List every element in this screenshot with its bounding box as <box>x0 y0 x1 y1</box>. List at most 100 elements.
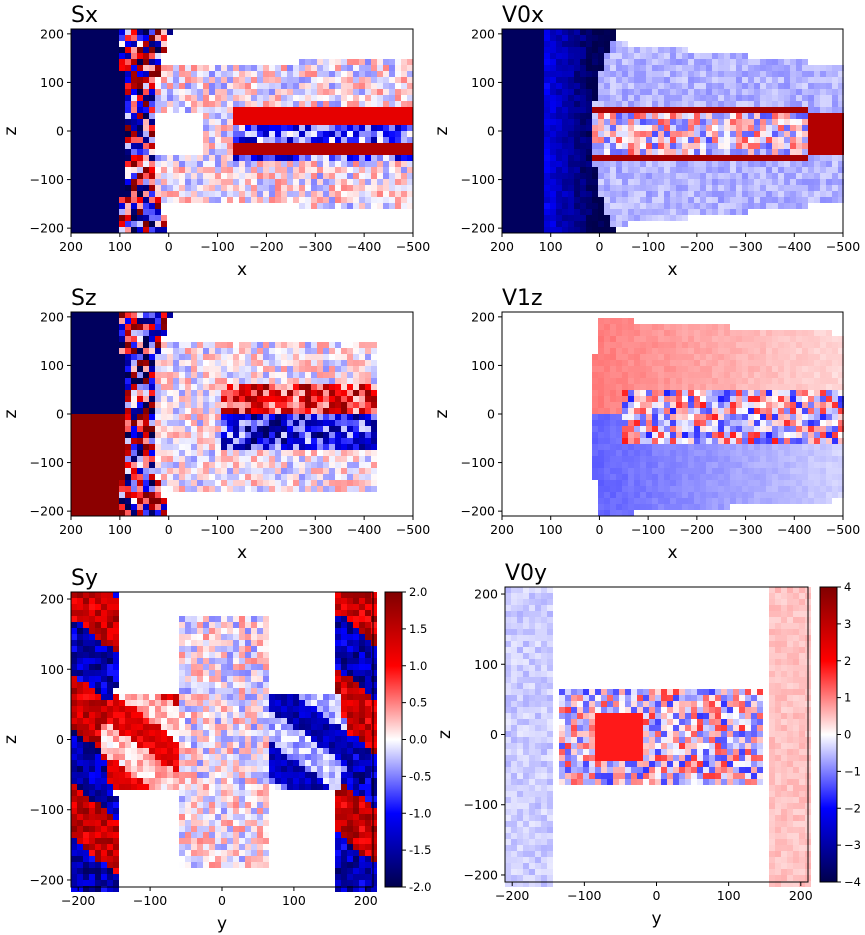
sx-ytick-label: 200 <box>40 26 64 41</box>
sy-colorbar-label: 1.5 <box>409 622 427 636</box>
v0y-ytick-label: −200 <box>464 867 498 882</box>
sx-xtick-label: −200 <box>249 239 283 254</box>
v0x-ytick-label: 200 <box>471 26 495 41</box>
v1z-title: V1z <box>502 286 543 311</box>
sy-ytick-label: −100 <box>30 802 64 817</box>
v1z-xtick-label: 0 <box>595 522 603 537</box>
sz-ytick-label: 0 <box>56 407 64 422</box>
v0y-xtick-label: 200 <box>789 888 813 903</box>
sx-xlabel: x <box>237 260 247 280</box>
sz-xtick-label: 0 <box>165 522 173 537</box>
v0x-xtick-label: −300 <box>728 239 762 254</box>
sz-ytick-label: 100 <box>40 358 64 373</box>
sy-colorbar-label: 0.5 <box>409 696 427 710</box>
v0y-ytick-label: −100 <box>464 797 498 812</box>
sy-ytick-label: 200 <box>40 592 64 607</box>
v0x-xtick-label: 100 <box>539 239 563 254</box>
sx-xtick-label: −300 <box>298 239 332 254</box>
v1z-xlabel: x <box>667 543 677 563</box>
sy-colorbar-label: -1.0 <box>409 806 431 820</box>
sy-colorbar-label: 0.0 <box>409 733 427 747</box>
v1z-ytick-label: −100 <box>461 455 495 470</box>
v0y-colorbar-label: −3 <box>844 838 861 852</box>
v1z-xtick-label: −300 <box>728 522 762 537</box>
v0x-ytick-label: −100 <box>461 172 495 187</box>
sz-ytick-label: −200 <box>30 504 64 519</box>
v0y-colorbar-label: −1 <box>844 764 861 778</box>
v0x-xtick-label: −200 <box>680 239 714 254</box>
v1z-xtick-label: −100 <box>631 522 665 537</box>
v0x-xtick-label: −500 <box>826 239 860 254</box>
sy-ytick-label: 0 <box>56 732 64 747</box>
sz-xtick-label: −300 <box>298 522 332 537</box>
sy-xtick-label: 200 <box>354 893 378 908</box>
v0x-xlabel: x <box>667 260 677 280</box>
v0y-colorbar-label: −4 <box>844 875 861 889</box>
v0x-xtick-label: 200 <box>490 239 514 254</box>
v0y-colorbar <box>819 586 838 883</box>
v1z-ytick-label: 0 <box>487 407 495 422</box>
sy-colorbar-label: 2.0 <box>409 585 427 599</box>
v0y-xtick-label: 0 <box>653 888 661 903</box>
sy-field-image <box>71 592 377 892</box>
v1z-field-image <box>592 318 844 516</box>
v0y-ytick-label: 200 <box>474 587 498 602</box>
v1z-xtick-label: −400 <box>777 522 811 537</box>
sx-xtick-label: −500 <box>396 239 430 254</box>
sz-ylabel: z <box>1 409 21 418</box>
v0x-ytick-label: 100 <box>471 75 495 90</box>
sx-title: Sx <box>71 3 98 28</box>
sz-xtick-label: 200 <box>59 522 83 537</box>
sx-ytick-label: −200 <box>30 221 64 236</box>
sx-ytick-label: 0 <box>56 124 64 139</box>
v1z-xtick-label: −500 <box>826 522 860 537</box>
sz-xtick-label: 100 <box>108 522 132 537</box>
v0y-colorbar-label: 2 <box>844 654 851 668</box>
v0y-colorbar-label: 1 <box>844 691 851 705</box>
sx-ylabel: z <box>1 126 21 135</box>
v0x-ylabel: z <box>432 126 452 135</box>
sy-ytick-label: 100 <box>40 662 64 677</box>
v0y-ytick-label: 0 <box>490 727 498 742</box>
v0y-colorbar-label: −2 <box>844 801 861 815</box>
sx-xtick-label: −100 <box>200 239 234 254</box>
v0x-ytick-label: 0 <box>487 124 495 139</box>
sz-xtick-label: −200 <box>249 522 283 537</box>
v0y-colorbar-label: 4 <box>844 580 851 594</box>
v0x-xtick-label: −100 <box>631 239 665 254</box>
v0x-field-image <box>502 29 844 233</box>
sy-xtick-label: 0 <box>218 893 226 908</box>
v0x-title: V0x <box>502 3 544 28</box>
sx-xtick-label: −400 <box>347 239 381 254</box>
v1z-xtick-label: 200 <box>490 522 514 537</box>
v1z-xtick-label: 100 <box>539 522 563 537</box>
sy-xtick-label: −100 <box>133 893 167 908</box>
v1z-xtick-label: −200 <box>680 522 714 537</box>
sy-colorbar <box>384 591 403 888</box>
v0y-title: V0y <box>505 561 547 586</box>
v0y-xtick-label: −200 <box>495 888 529 903</box>
v1z-ytick-label: −200 <box>461 504 495 519</box>
v1z-ytick-label: 200 <box>471 309 495 324</box>
sz-title: Sz <box>71 286 97 311</box>
sz-ytick-label: −100 <box>30 455 64 470</box>
sx-xtick-label: 100 <box>108 239 132 254</box>
sx-xtick-label: 0 <box>165 239 173 254</box>
v0x-ytick-label: −200 <box>461 221 495 236</box>
v0y-colorbar-label: 0 <box>844 728 851 742</box>
v0x-xtick-label: 0 <box>595 239 603 254</box>
sz-ytick-label: 200 <box>40 309 64 324</box>
v0x-xtick-label: −400 <box>777 239 811 254</box>
sx-ytick-label: −100 <box>30 172 64 187</box>
sx-field-image <box>71 29 413 233</box>
v0y-colorbar-label: 3 <box>844 617 851 631</box>
v0y-ylabel: z <box>435 730 455 739</box>
sy-xtick-label: −200 <box>61 893 95 908</box>
sy-colorbar-label: -1.5 <box>409 843 431 857</box>
sz-xtick-label: −400 <box>347 522 381 537</box>
sy-ylabel: z <box>1 735 21 744</box>
v1z-ytick-label: 100 <box>471 358 495 373</box>
sy-title: Sy <box>71 566 98 591</box>
sx-xtick-label: 200 <box>59 239 83 254</box>
